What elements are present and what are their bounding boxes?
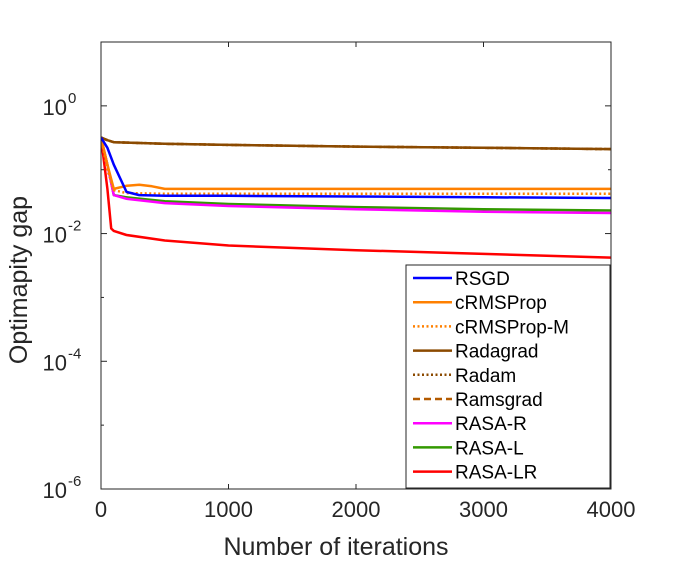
series-line-radagrad bbox=[101, 136, 611, 151]
y-tick-label-base: 10 bbox=[43, 350, 67, 375]
x-tick-label: 2000 bbox=[332, 497, 381, 522]
legend-label: cRMSProp-M bbox=[455, 317, 569, 338]
legend-item-crmsprop-m: cRMSProp-M bbox=[413, 317, 569, 338]
y-tick-label-exponent: -2 bbox=[68, 218, 81, 235]
y-tick-label-exponent: -6 bbox=[68, 473, 81, 490]
legend: RSGD cRMSProp cRMSProp-M Radagrad Radam Ramsg… bbox=[405, 264, 611, 489]
y-tick-label-exponent: -4 bbox=[68, 345, 81, 362]
series-line-crmsprop bbox=[101, 137, 611, 191]
series-line-rasa-lr bbox=[101, 137, 611, 259]
y-tick-label-base: 10 bbox=[43, 478, 67, 503]
legend-label: Radam bbox=[455, 366, 516, 387]
y-tick-label: 10 -6 bbox=[43, 473, 82, 503]
x-tick-label: 3000 bbox=[459, 497, 508, 522]
legend-label: Ramsgrad bbox=[455, 390, 543, 411]
legend-item-rasa-l: RASA-L bbox=[413, 438, 524, 459]
y-tick-label: 10 -2 bbox=[43, 218, 82, 248]
legend-label: RASA-LR bbox=[455, 463, 537, 484]
legend-item-rsgd: RSGD bbox=[413, 269, 510, 290]
x-tick-label: 0 bbox=[95, 497, 107, 522]
y-axis-label: Optimapity gap bbox=[5, 196, 33, 364]
y-tick-label: 10 0 bbox=[43, 90, 77, 120]
legend-label: Radagrad bbox=[455, 342, 538, 363]
series-layer bbox=[101, 136, 611, 259]
legend-item-rasa-lr: RASA-LR bbox=[413, 463, 537, 484]
legend-item-radagrad: Radagrad bbox=[413, 342, 538, 363]
legend-item-ramsgrad: Ramsgrad bbox=[413, 390, 543, 411]
y-tick-label: 10 -4 bbox=[43, 345, 82, 375]
legend-item-radam: Radam bbox=[413, 366, 516, 387]
legend-label: cRMSProp bbox=[455, 293, 547, 314]
legend-item-crmsprop: cRMSProp bbox=[413, 293, 547, 314]
legend-item-rasa-r: RASA-R bbox=[413, 414, 527, 435]
x-tick-label: 1000 bbox=[204, 497, 253, 522]
legend-label: RASA-R bbox=[455, 414, 527, 435]
x-tick-label: 4000 bbox=[587, 497, 636, 522]
y-tick-label-base: 10 bbox=[43, 95, 67, 120]
x-tick-labels: 0 1000 2000 3000 4000 bbox=[95, 497, 636, 522]
y-tick-label-exponent: 0 bbox=[68, 90, 76, 107]
legend-label: RSGD bbox=[455, 269, 510, 290]
tick-layer bbox=[100, 41, 612, 490]
x-axis-label: Number of iterations bbox=[223, 533, 448, 561]
series-line-rsgd bbox=[101, 136, 611, 200]
legend-label: RASA-L bbox=[455, 438, 524, 459]
y-tick-label-base: 10 bbox=[43, 223, 67, 248]
